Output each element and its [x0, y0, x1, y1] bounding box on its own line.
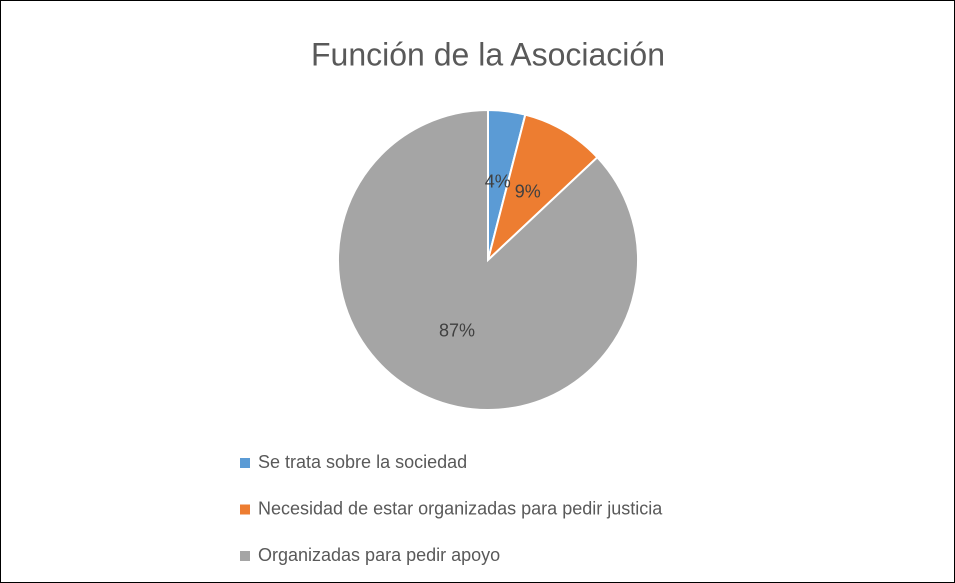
data-label: 87%	[439, 320, 475, 340]
pie-slice	[337, 108, 639, 411]
legend-swatch	[240, 504, 250, 515]
chart-title: Función de la Asociación	[311, 36, 665, 72]
data-label: 4%	[485, 171, 511, 191]
pie-slice	[486, 113, 599, 264]
legend-label: Organizadas para pedir apoyo	[258, 545, 500, 565]
legend-label: Necesidad de estar organizadas para pedi…	[258, 498, 663, 518]
data-label: 9%	[515, 182, 541, 202]
legend-swatch	[240, 551, 250, 561]
legend-label: Se trata sobre la sociedad	[258, 452, 467, 472]
legend-swatch	[240, 458, 250, 468]
